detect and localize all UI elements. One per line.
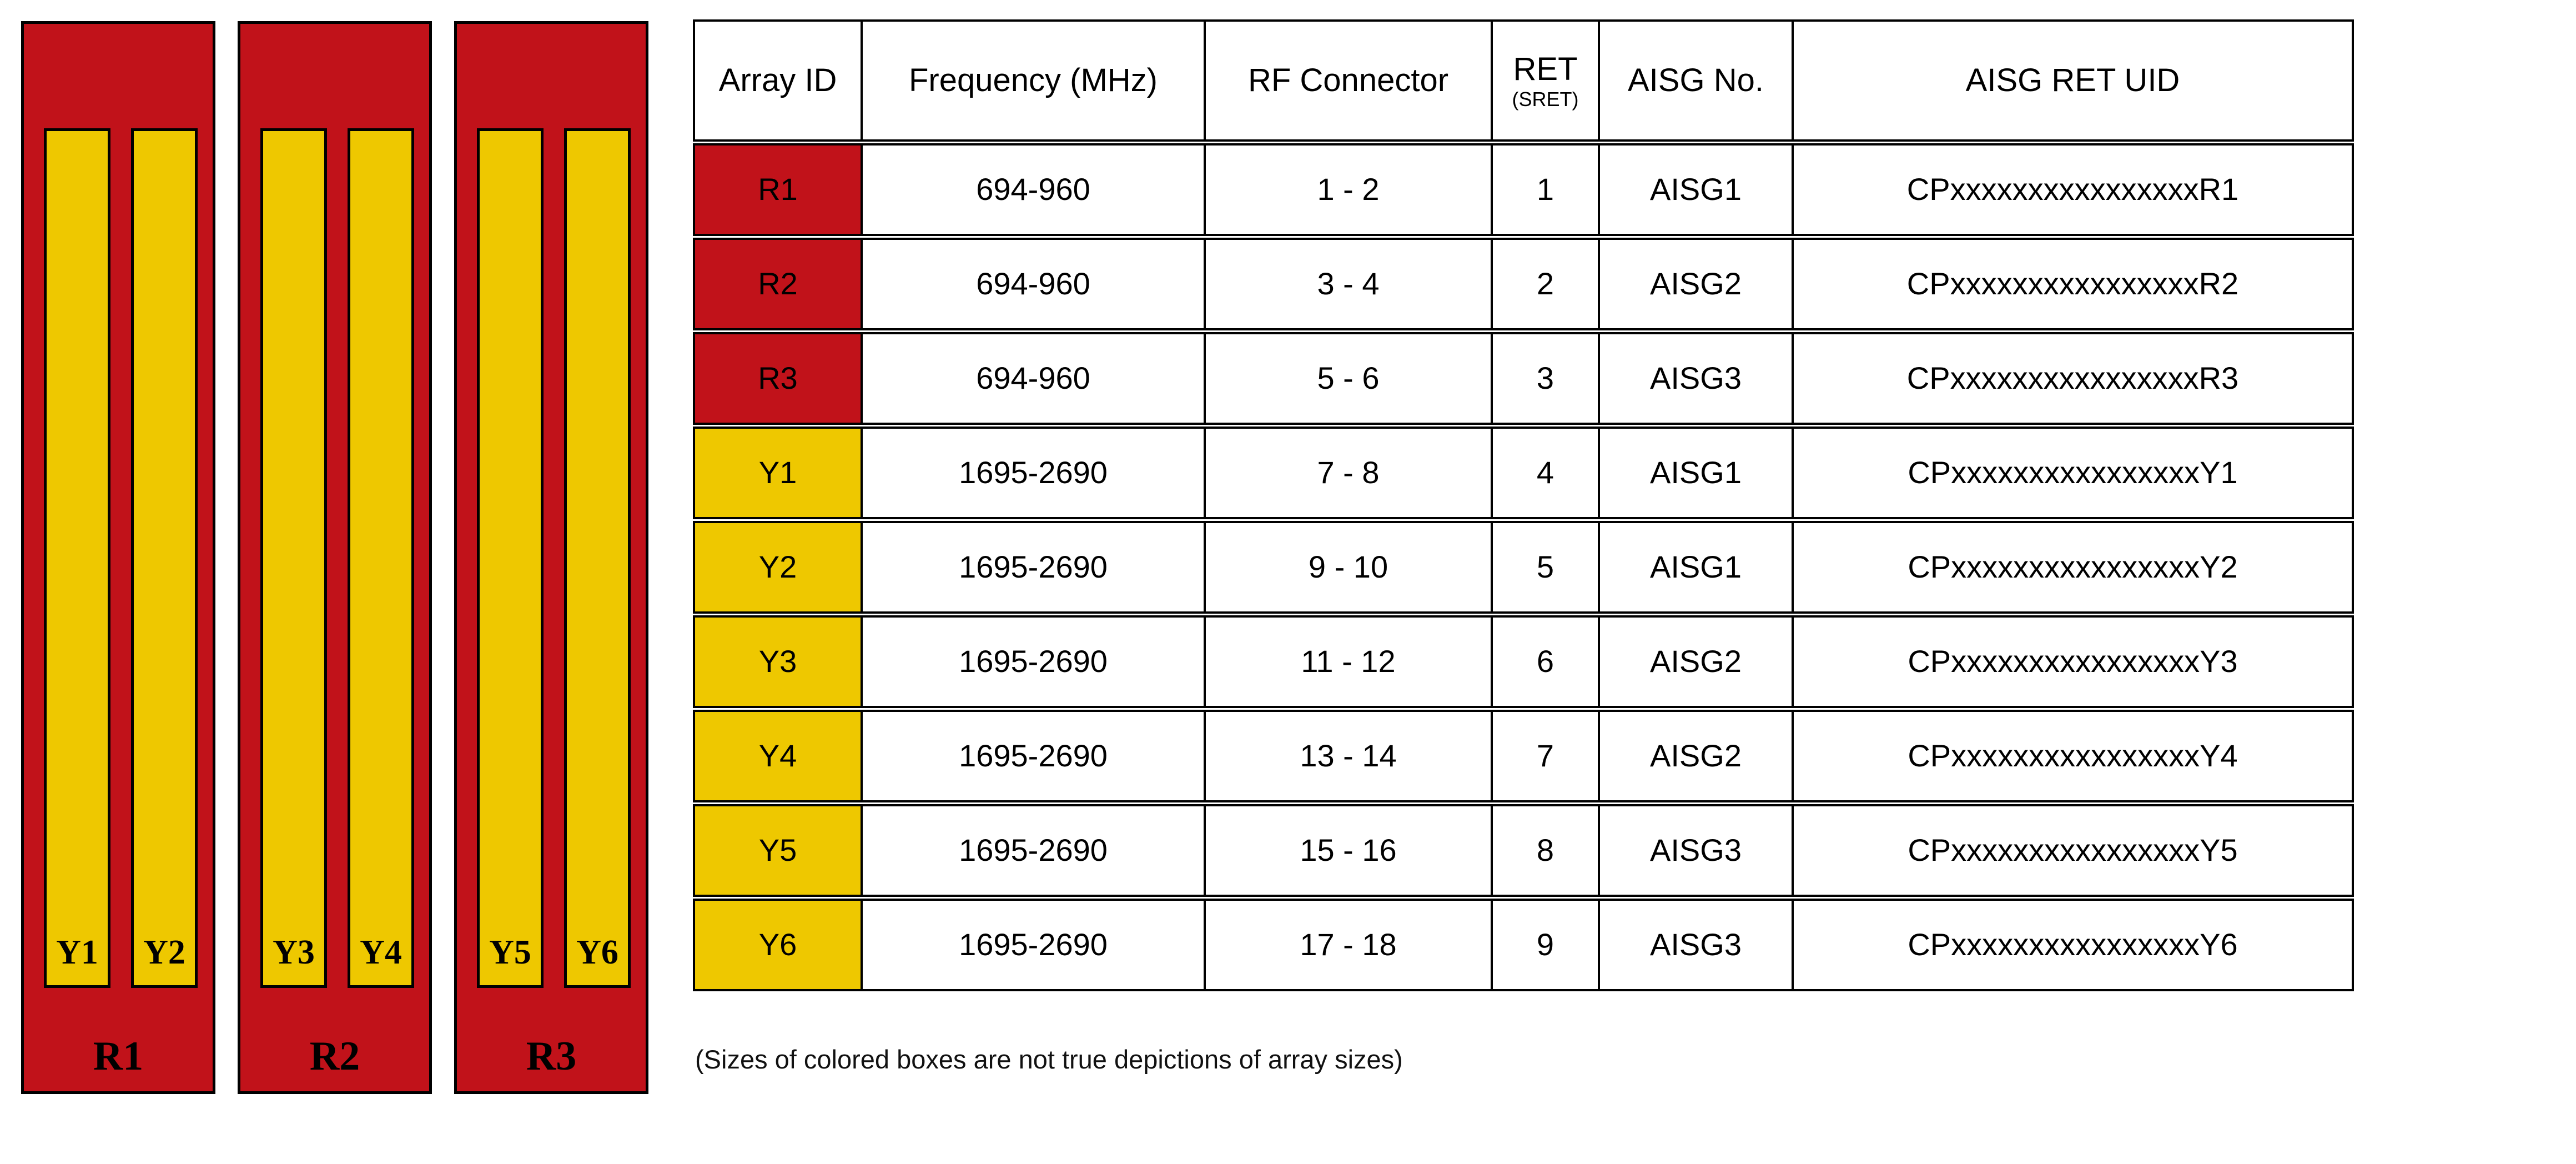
cell-ret: 1 [1493,146,1600,234]
cell-ret: 8 [1493,806,1600,895]
cell-array-id: R2 [695,240,863,328]
table-header-row: Array ID Frequency (MHz) RF Connector RE… [693,19,2354,142]
cell-array-id: Y3 [695,618,863,706]
cell-frequency: 1695-2690 [863,712,1206,800]
cell-aisg-ret-uid: CPxxxxxxxxxxxxxxxxY6 [1908,927,2238,962]
cell-rf-connector: 3 - 4 [1206,240,1493,328]
array-bar: Y2 [131,128,198,988]
cell-aisg-no: AISG2 [1600,240,1794,328]
cell-rf-connector: 13 - 14 [1206,712,1493,800]
cell-rf-connector: 5 - 6 [1206,334,1493,423]
header-aisg-ret-uid: AISG RET UID [1965,62,2180,98]
cell-ret: 4 [1493,429,1600,517]
cell-aisg-no: AISG1 [1600,429,1794,517]
cell-frequency: 694-960 [863,240,1206,328]
cell-ret: 2 [1493,240,1600,328]
array-bar: Y6 [564,128,631,988]
array-bar: Y1 [44,128,110,988]
cell-rf-connector: 9 - 10 [1206,523,1493,611]
cell-aisg-ret-uid: CPxxxxxxxxxxxxxxxxY3 [1908,644,2238,679]
array-bar: Y4 [348,128,414,988]
array-bar-label: Y1 [56,934,98,971]
cell-aisg-no: AISG2 [1600,618,1794,706]
array-bar: Y5 [477,128,544,988]
cell-aisg-no: AISG3 [1600,334,1794,423]
array-spec-table: Array ID Frequency (MHz) RF Connector RE… [693,19,2354,991]
array-bar-label: Y4 [360,934,402,971]
cell-array-id: Y2 [695,523,863,611]
cell-rf-connector: 15 - 16 [1206,806,1493,895]
array-bar: Y3 [260,128,327,988]
header-rf-connector: RF Connector [1206,22,1493,139]
cell-frequency: 1695-2690 [863,429,1206,517]
cell-aisg-ret-uid: CPxxxxxxxxxxxxxxxxY2 [1908,549,2238,585]
header-ret-sub: (SRET) [1512,87,1579,111]
table-row: Y5 1695-2690 15 - 16 8 AISG3 CPxxxxxxxxx… [693,804,2354,897]
cell-frequency: 1695-2690 [863,806,1206,895]
array-bar-label: Y3 [273,934,315,971]
cell-aisg-no: AISG2 [1600,712,1794,800]
cell-aisg-ret-uid: CPxxxxxxxxxxxxxxxxY5 [1908,832,2238,868]
antenna-panel: Y1 Y2 R1 [21,21,215,1094]
cell-aisg-ret-uid: CPxxxxxxxxxxxxxxxxR3 [1906,360,2239,396]
cell-aisg-no: AISG3 [1600,901,1794,989]
antenna-array-diagram: Y1 Y2 R1 Y3 Y4 R2 Y5 Y6 R3 [0,0,688,1164]
array-bar-label: Y2 [143,934,185,971]
cell-array-id: R3 [695,334,863,423]
cell-frequency: 1695-2690 [863,523,1206,611]
panel-label: R1 [93,1033,144,1079]
cell-rf-connector: 1 - 2 [1206,146,1493,234]
cell-rf-connector: 7 - 8 [1206,429,1493,517]
table-row: Y2 1695-2690 9 - 10 5 AISG1 CPxxxxxxxxxx… [693,521,2354,614]
panel-label: R3 [526,1033,577,1079]
cell-aisg-no: AISG1 [1600,523,1794,611]
cell-frequency: 694-960 [863,334,1206,423]
table-row: R2 694-960 3 - 4 2 AISG2 CPxxxxxxxxxxxxx… [693,238,2354,330]
array-bar-label: Y5 [489,934,531,971]
cell-ret: 9 [1493,901,1600,989]
size-disclaimer-caption: (Sizes of colored boxes are not true dep… [695,1045,1403,1074]
panel-label: R2 [309,1033,360,1079]
table-row: Y3 1695-2690 11 - 12 6 AISG2 CPxxxxxxxxx… [693,615,2354,708]
cell-aisg-ret-uid: CPxxxxxxxxxxxxxxxxR2 [1906,266,2239,302]
cell-array-id: R1 [695,146,863,234]
cell-array-id: Y5 [695,806,863,895]
antenna-panel: Y3 Y4 R2 [238,21,432,1094]
cell-array-id: Y1 [695,429,863,517]
cell-rf-connector: 17 - 18 [1206,901,1493,989]
header-ret: RET (SRET) [1493,22,1600,139]
cell-ret: 7 [1493,712,1600,800]
cell-aisg-ret-uid: CPxxxxxxxxxxxxxxxxR1 [1906,172,2239,207]
cell-rf-connector: 11 - 12 [1206,618,1493,706]
cell-frequency: 1695-2690 [863,901,1206,989]
cell-ret: 3 [1493,334,1600,423]
cell-aisg-no: AISG1 [1600,146,1794,234]
cell-ret: 6 [1493,618,1600,706]
cell-aisg-no: AISG3 [1600,806,1794,895]
header-frequency: Frequency (MHz) [863,22,1206,139]
header-array-id: Array ID [695,22,863,139]
cell-aisg-ret-uid: CPxxxxxxxxxxxxxxxxY1 [1908,455,2238,490]
antenna-panel: Y5 Y6 R3 [454,21,648,1094]
cell-array-id: Y6 [695,901,863,989]
cell-aisg-ret-uid: CPxxxxxxxxxxxxxxxxY4 [1908,738,2238,774]
table-row: R3 694-960 5 - 6 3 AISG3 CPxxxxxxxxxxxxx… [693,332,2354,425]
cell-array-id: Y4 [695,712,863,800]
table-row: Y4 1695-2690 13 - 14 7 AISG2 CPxxxxxxxxx… [693,710,2354,802]
cell-ret: 5 [1493,523,1600,611]
cell-frequency: 694-960 [863,146,1206,234]
array-bar-label: Y6 [576,934,618,971]
table-row: Y1 1695-2690 7 - 8 4 AISG1 CPxxxxxxxxxxx… [693,427,2354,519]
table-row: Y6 1695-2690 17 - 18 9 AISG3 CPxxxxxxxxx… [693,899,2354,991]
header-ret-main: RET [1513,51,1578,87]
cell-frequency: 1695-2690 [863,618,1206,706]
header-aisg-no: AISG No. [1600,22,1794,139]
table-row: R1 694-960 1 - 2 1 AISG1 CPxxxxxxxxxxxxx… [693,143,2354,236]
